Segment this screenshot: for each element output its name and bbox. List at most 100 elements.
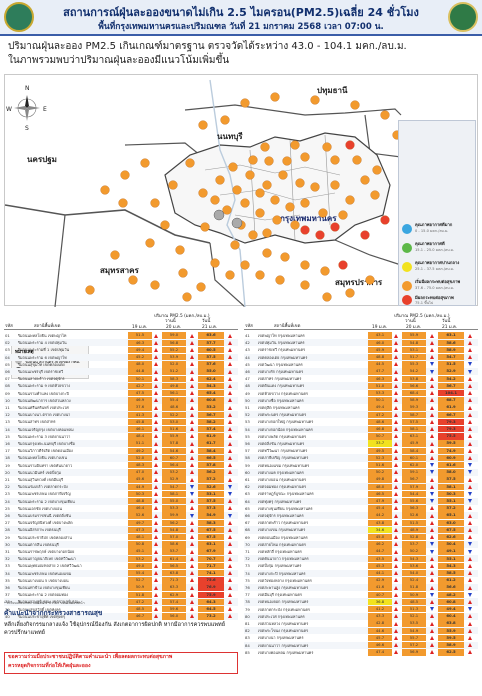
station-marker [360,175,370,185]
pm25-day2: 55.6 [402,497,426,505]
station-code: 39 [5,606,10,612]
station-name: ริมถนนพหลโยธิน เขตบางเขน [18,455,67,461]
trend-arrow-icon [154,506,158,511]
table-row: 02 ริมถนนพระราม 4 เขตปทุมวัน 46.3 56.8 57.7 [4,339,238,347]
legend-level-1: คุณภาพอากาศดีมาก 0 - 15.0 มคก./ลบ.ม. [402,221,476,243]
station-name: เขตดุสิต กรุงเทพมหานคร [258,405,300,410]
trend-arrow-icon [190,470,194,475]
trend-arrow-icon [190,448,194,453]
trend-arrow-icon [154,599,158,604]
trend-arrow-icon [430,506,434,511]
station-marker [322,292,332,302]
station-name: ริมถนนพระราม 4 เขตปทุมวัน [18,340,67,346]
level-4-dot [402,281,412,291]
pm25-day1: 46.9 [128,397,152,404]
trend-arrow-icon [228,376,232,381]
table-row: 36 ริมถนนท่าข้าม เขตบางขุนเทียน 50.9 63.3 76… [4,584,238,592]
station-marker [345,195,355,205]
station-code: 01 [5,333,10,338]
station-marker [372,165,382,175]
station-code: 58 [245,455,250,461]
station-name: เขตบางบอน กรุงเทพมหานคร [258,477,307,482]
table-row: 37 ริมถนนพระราม 2 เขตจอมทอง 51.8 62.9 75.9 [4,591,238,598]
station-code: 19 [5,462,10,468]
station-marker [85,285,95,295]
station-code: 41 [245,333,250,338]
station-marker [270,195,280,205]
pm25-day1: 40.7 [368,591,392,598]
pm25-day2: 53.8 [402,375,426,382]
station-name: เขตบางคอแหลม กรุงเทพมหานคร [258,649,314,655]
compass-w: W [6,106,12,113]
pm25-day3: 70.7 [198,555,224,562]
pm25-day3: 57.2 [198,476,224,483]
pm25-day1: 47.9 [368,497,392,505]
th-unit: ปริมาณ PM2.5 (มคก./ลบ.ม.) [154,314,210,319]
station-code: 21 [5,477,10,482]
trend-arrow-icon [154,340,158,345]
station-name: เขตจตุจักร กรุงเทพมหานคร [258,513,304,518]
pm25-day1: 42.8 [368,620,392,627]
pm25-day3: 63.6 [198,332,224,339]
pm25-day3: 50.3 [438,490,464,498]
trend-arrow-icon [430,599,434,604]
station-code: 80 [245,613,250,619]
th-today-r: วันนี้ [442,319,451,324]
station-code: 43 [245,347,250,353]
trend-arrow-icon [430,376,434,381]
trend-arrow-icon [154,527,158,532]
pm25-day3: 58.0 [438,469,464,476]
trend-arrow-icon [394,643,398,648]
trend-arrow-icon [190,369,194,374]
station-code: 45 [245,361,250,367]
th-yesterday-r: วานนี้ [405,319,416,324]
pm25-day2: 55.3 [402,361,426,368]
trend-arrow-icon [468,369,472,374]
trend-arrow-icon [154,592,158,597]
trend-arrow-icon [394,621,398,626]
pm25-day1: 41.3 [128,411,152,418]
th-station: สถานีพื้นที่เขต [34,324,61,329]
trend-arrow-icon [394,362,398,367]
pm25-day1: 50.7 [368,433,392,440]
station-code: 55 [245,433,250,439]
trend-arrow-icon [190,607,194,612]
station-name: เขตหนองแขม กรุงเทพมหานคร [258,462,310,468]
pm25-day1: 46.3 [368,375,392,382]
station-marker [200,222,210,232]
station-name: เขตวังทองหลาง กรุงเทพมหานคร [258,577,312,583]
station-name: ริมถนนเอกชัย เขตบางบอน [18,505,62,511]
pm25-day2: 53.2 [162,469,186,476]
pm25-day1: 50.3 [128,490,152,498]
pm25-day2: 45.9 [402,440,426,447]
trend-arrow-icon [190,391,194,396]
table-row: 63 เขตราษฎร์บูรณะ กรุงเทพมหานคร 46.5 54.4 50… [244,490,478,498]
trend-arrow-icon [468,499,472,504]
trend-arrow-icon [394,455,398,460]
pm25-day3: 52.6 [198,483,224,490]
th-d1-r: 19 ม.ค. [372,325,388,330]
trend-arrow-icon [430,628,434,633]
legend-level-5: มีผลกระทบต่อสุขภาพ 75.1 ขึ้นไป [402,295,476,307]
table-row: 23 ริมถนนเพชรเกษม เขตภาษีเจริญ 50.3 58.1 53.… [4,490,238,498]
pm25-day2: 56.1 [162,389,186,397]
station-name: เขตหลักสี่ กรุงเทพมหานคร [258,549,302,554]
trend-arrow-icon [154,455,158,460]
station-marker [330,180,340,190]
pm25-day1: 48.4 [128,433,152,440]
trend-arrow-icon [228,398,232,403]
station-code: 75 [245,577,250,583]
pm25-day2: 62.9 [162,591,186,598]
trend-arrow-icon [394,484,398,489]
pm25-day3: 56.7 [438,382,464,390]
table-row: 17 ริมถนนวิภาวดีรังสิต เขตดอนเมือง 49.2 54.… [4,447,238,454]
pm25-day2: 56.7 [402,476,426,483]
station-name: เขตบึงกุ่ม กรุงเทพมหานคร [258,563,302,569]
trend-arrow-icon [394,527,398,532]
station-marker [110,250,120,260]
trend-arrow-icon [190,362,194,367]
trend-arrow-icon [228,535,232,540]
station-marker [168,180,178,190]
pm25-day3: 51.5 [438,361,464,368]
station-name: เขตบางแค กรุงเทพมหานคร [258,469,304,475]
